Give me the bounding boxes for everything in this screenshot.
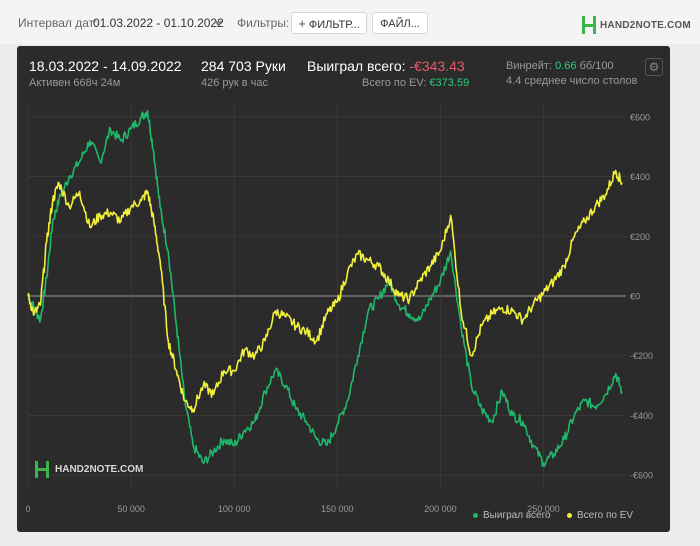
- x-tick-label: 100 000: [218, 504, 251, 514]
- plus-icon: +: [298, 16, 306, 31]
- x-tick-label: 0: [25, 504, 30, 514]
- legend-label-ev: Всего по EV: [577, 510, 634, 521]
- watermark: HAND2NOTE.COM: [35, 461, 143, 478]
- x-tick-label: 50 000: [117, 504, 145, 514]
- hands-per-hour: 426 рук в час: [201, 77, 269, 89]
- winrate: Винрейт: 0.66 бб/100: [506, 60, 614, 72]
- series-line-won: [27, 110, 623, 468]
- chevron-down-icon[interactable]: [214, 21, 222, 26]
- graph-panel: 18.03.2022 - 14.09.2022 Активен 668ч 24м…: [17, 46, 670, 532]
- x-tick-label: 200 000: [424, 504, 457, 514]
- watermark-text: HAND2NOTE.COM: [55, 464, 144, 475]
- ev-total: Всего по EV: €373.59: [362, 77, 469, 89]
- y-tick-label: €600: [630, 112, 650, 122]
- series-line-ev: [27, 169, 623, 413]
- legend-dot-icon: [567, 513, 572, 518]
- winrate-unit: бб/100: [579, 60, 614, 72]
- date-interval-select[interactable]: 01.03.2022 - 01.10.2022: [93, 16, 224, 30]
- y-tick-label: -€400: [630, 411, 653, 421]
- profit-chart: €600 €400 €200 €0 -€200 -€400 -€600 0 50 000 100 …: [25, 102, 653, 514]
- hands-count: 284 703 Руки: [201, 58, 286, 74]
- filters-label: Фильтры:: [237, 16, 290, 30]
- h2n-logo-icon: [582, 16, 596, 34]
- x-tick-label: 250 000: [527, 504, 560, 514]
- y-tick-label: -€600: [630, 471, 653, 481]
- logo-text: HAND2NOTE.COM: [600, 19, 691, 31]
- y-tick-label: -€200: [630, 351, 653, 361]
- file-button[interactable]: ФАЙЛ...: [372, 12, 428, 34]
- toolbar: Интервал дат: 01.03.2022 - 01.10.2022 Фи…: [0, 0, 700, 44]
- y-tick-label: €400: [630, 172, 650, 182]
- date-interval-label: Интервал дат:: [18, 16, 98, 30]
- winrate-value: 0.66: [555, 60, 577, 72]
- x-tick-label: 150 000: [321, 504, 354, 514]
- filter-button[interactable]: + ФИЛЬТР...: [291, 12, 367, 34]
- legend-dot-icon: [473, 513, 478, 518]
- y-tick-label: €0: [630, 292, 640, 302]
- ev-value: €373.59: [429, 77, 470, 89]
- legend-item-won[interactable]: Выиграл всего: [473, 510, 551, 521]
- file-button-label: ФАЙЛ...: [380, 18, 420, 30]
- brand-logo[interactable]: HAND2NOTE.COM: [582, 16, 691, 34]
- legend-item-ev[interactable]: Всего по EV: [567, 510, 633, 521]
- active-time: Активен 668ч 24м: [29, 77, 121, 89]
- won-label: Выиграл всего:: [307, 58, 406, 74]
- avg-tables: 4.4 среднее число столов: [506, 75, 638, 87]
- filter-button-label: ФИЛЬТР...: [308, 19, 360, 31]
- won-total: Выиграл всего: -€343.43: [307, 58, 465, 74]
- y-tick-label: €200: [630, 232, 650, 242]
- ev-label: Всего по EV:: [362, 77, 427, 89]
- h2n-watermark-icon: [35, 461, 49, 478]
- winrate-label: Винрейт:: [506, 60, 553, 72]
- won-value: -€343.43: [409, 58, 465, 74]
- date-range: 18.03.2022 - 14.09.2022: [29, 58, 182, 74]
- gear-icon[interactable]: ⚙: [645, 58, 663, 76]
- legend-label-won: Выиграл всего: [483, 510, 551, 521]
